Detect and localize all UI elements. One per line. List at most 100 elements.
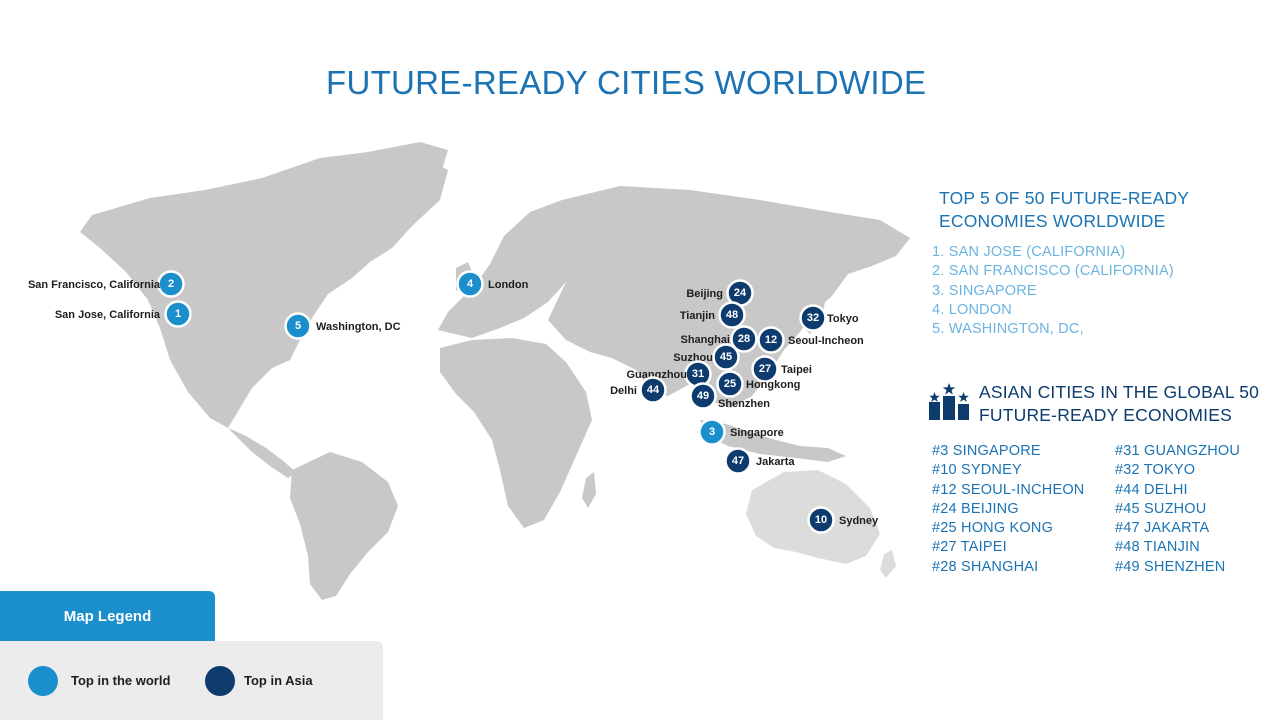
europe-landmass [438, 200, 600, 338]
map-pin-tokyo[interactable]: 32 Tokyo [799, 304, 859, 332]
pin-city-label: London [488, 279, 529, 291]
pin-marker[interactable] [698, 418, 726, 446]
list-item: #49 SHENZHEN [1115, 558, 1226, 575]
map-pin-suzhou[interactable]: 45 Suzhou [673, 343, 740, 371]
map-legend-panel [0, 641, 383, 720]
madagascar-landmass [582, 472, 596, 508]
pin-rank: 31 [692, 368, 704, 380]
pin-marker[interactable] [757, 326, 785, 354]
legend-world-label: Top in the world [71, 673, 171, 688]
pin-city-label: Singapore [730, 427, 784, 439]
list-item: 1. SAN JOSE (CALIFORNIA) [932, 244, 1126, 260]
list-item: #10 SYDNEY [932, 462, 1022, 479]
pin-marker[interactable] [689, 382, 717, 410]
pin-city-label: Washington, DC [316, 321, 401, 333]
pin-rank: 4 [467, 278, 474, 290]
list-item: #27 TAIPEI [932, 539, 1007, 556]
pin-rank: 45 [720, 351, 732, 363]
pin-rank: 25 [724, 378, 736, 390]
podium-stars-icon [929, 383, 969, 420]
pin-marker[interactable] [284, 312, 312, 340]
pin-marker[interactable] [718, 301, 746, 329]
pin-city-label: Hongkong [746, 379, 800, 391]
pin-city-label: Tianjin [680, 310, 716, 322]
map-pin-sydney[interactable]: 10 Sydney [807, 506, 880, 534]
pin-rank: 28 [738, 333, 750, 345]
list-item: #24 BEIJING [932, 500, 1019, 517]
list-item: #44 DELHI [1115, 481, 1188, 498]
pin-city-label: Shenzhen [718, 398, 770, 410]
map-pin-singapore[interactable]: 3 Singapore [698, 418, 784, 446]
africa-landmass [440, 338, 592, 528]
map-pin-shanghai[interactable]: 28 Shanghai [680, 325, 758, 353]
list-item: 3. SINGAPORE [932, 282, 1037, 299]
list-item: 5. WASHINGTON, DC, [932, 321, 1084, 338]
legend-asia-label: Top in Asia [244, 673, 313, 688]
pin-rank: 2 [168, 278, 174, 290]
map-pin-hongkong[interactable]: 25 Hongkong [716, 370, 801, 398]
pin-marker[interactable] [799, 304, 827, 332]
page-title: FUTURE-READY CITIES WORLDWIDE [326, 64, 927, 101]
pin-city-label: San Francisco, California [28, 279, 161, 291]
pin-marker[interactable] [639, 376, 667, 404]
pin-rank: 44 [647, 384, 660, 396]
pin-city-label: San Jose, California [55, 309, 161, 321]
new-zealand-landmass [880, 550, 896, 578]
pin-city-label: Suzhou [673, 352, 713, 364]
pin-city-label: Jakarta [756, 456, 795, 468]
pin-rank: 49 [697, 390, 709, 402]
central-america-landmass [228, 428, 296, 478]
list-item: #32 TOKYO [1115, 462, 1196, 479]
map-pin-taipei[interactable]: 27 Taipei [751, 355, 812, 383]
list-item: #25 HONG KONG [932, 520, 1054, 537]
list-item: #31 GUANGZHOU [1115, 443, 1241, 459]
pin-marker[interactable] [157, 270, 185, 298]
list-item: #28 SHANGHAI [932, 558, 1039, 575]
top-asia-swatch [205, 666, 235, 696]
north-america-landmass [80, 152, 448, 428]
pin-marker[interactable] [712, 343, 740, 371]
list-item: #48 TIANJIN [1115, 539, 1200, 556]
list-item: #3 SINGAPORE [932, 443, 1041, 459]
pin-marker[interactable] [751, 355, 779, 383]
map-pin-jakarta[interactable]: 47 Jakarta [724, 447, 796, 475]
pin-marker[interactable] [730, 325, 758, 353]
top5-list: 1. SAN JOSE (CALIFORNIA) 2. SAN FRANCISC… [932, 243, 1174, 339]
pin-rank: 27 [759, 363, 771, 375]
pin-rank: 3 [709, 426, 715, 438]
pin-marker[interactable] [724, 447, 752, 475]
map-pin-beijing[interactable]: 24 Beijing [686, 279, 754, 307]
greenland-landmass [368, 142, 448, 198]
pin-marker[interactable] [456, 270, 484, 298]
pin-marker[interactable] [716, 370, 744, 398]
pin-rank: 1 [175, 308, 181, 320]
map-pin-san-francisco-california[interactable]: 2 San Francisco, California [28, 270, 185, 298]
pin-marker[interactable] [164, 300, 192, 328]
map-pin-tianjin[interactable]: 48 Tianjin [680, 301, 746, 329]
asian-cities-heading: ASIAN CITIES IN THE GLOBAL 50 FUTURE-REA… [979, 382, 1260, 425]
map-pin-delhi[interactable]: 44 Delhi [610, 376, 667, 404]
map-pin-shenzhen[interactable]: 49 Shenzhen [689, 382, 771, 411]
pin-rank: 12 [765, 334, 777, 346]
map-pin-san-jose-california[interactable]: 1 San Jose, California [55, 300, 192, 328]
pin-rank: 32 [807, 312, 819, 324]
world-map: 2 San Francisco, California 1 San Jose, Cal… [28, 142, 910, 600]
top5-heading: TOP 5 OF 50 FUTURE-READY ECONOMIES WORLD… [939, 188, 1189, 231]
southeast-asia-islands [700, 420, 846, 462]
list-item: #47 JAKARTA [1115, 520, 1210, 537]
pin-rank: 47 [732, 455, 744, 467]
map-pin-london[interactable]: 4 London [456, 270, 529, 298]
pin-rank: 24 [734, 287, 747, 299]
map-pin-washington-dc[interactable]: 5 Washington, DC [284, 312, 401, 340]
map-pin-seoul-incheon[interactable]: 12 Seoul-Incheon [757, 326, 865, 354]
pin-marker[interactable] [807, 506, 835, 534]
pin-rank: 48 [726, 309, 738, 321]
pin-city-label: Guangzhou [627, 369, 688, 381]
map-legend-tab[interactable]: Map Legend [0, 591, 215, 641]
list-item: #12 SEOUL-INCHEON [932, 481, 1085, 498]
asian-cities-right-list: #31 GUANGZHOU #32 TOKYO #44 DELHI #45 SU… [1115, 442, 1240, 577]
pin-city-label: Delhi [610, 385, 637, 397]
pin-rank: 5 [295, 320, 301, 332]
list-item: 2. SAN FRANCISCO (CALIFORNIA) [932, 263, 1174, 280]
pin-city-label: Tokyo [827, 313, 859, 325]
